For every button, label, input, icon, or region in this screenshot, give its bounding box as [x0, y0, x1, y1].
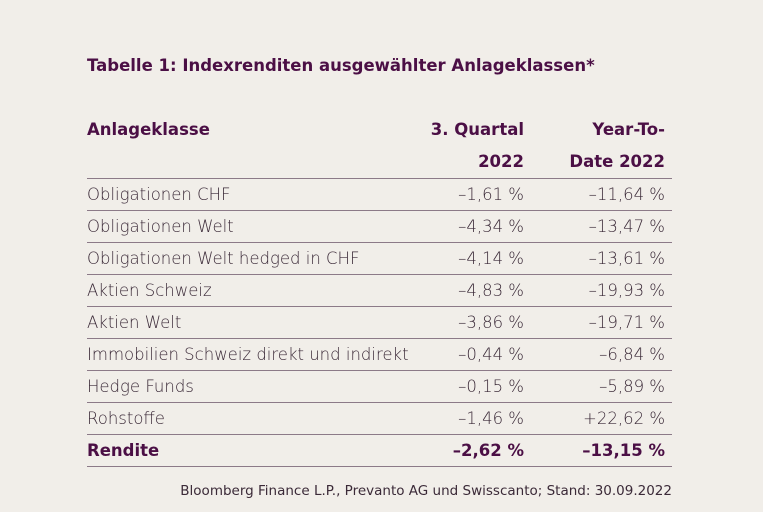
header-line: 3. Quartal: [430, 120, 524, 139]
cell: –0,15 %: [424, 370, 531, 403]
table-row: Immobilien Schweiz direkt und indirekt –0…: [87, 338, 672, 371]
header-cell: 3. Quartal 2022: [424, 114, 531, 179]
cell: –2,62 %: [424, 434, 531, 467]
table-row: Obligationen Welt hedged in CHF –4,14 % –1…: [87, 242, 672, 275]
cell: Obligationen CHF: [87, 178, 424, 211]
cell: +22,62 %: [531, 402, 672, 435]
cell: –19,93 %: [531, 274, 672, 307]
source-note: Bloomberg Finance L.P., Prevanto AG und …: [180, 483, 672, 499]
cell: Immobilien Schweiz direkt und indirekt: [87, 338, 424, 371]
cell: –3,86 %: [424, 306, 531, 339]
cell: –4,83 %: [424, 274, 531, 307]
header-row: Anlageklasse 3. Quartal 2022 Year-To- Date 2…: [87, 114, 672, 179]
cell: –13,61 %: [531, 242, 672, 275]
header-cell: Year-To- Date 2022: [531, 114, 672, 179]
returns-table: Anlageklasse 3. Quartal 2022 Year-To- Date 2…: [87, 114, 672, 467]
cell: Hedge Funds: [87, 370, 424, 403]
cell: –1,61 %: [424, 178, 531, 211]
cell: –13,47 %: [531, 210, 672, 243]
cell: –5,89 %: [531, 370, 672, 403]
header-line: Anlageklasse: [87, 120, 210, 139]
cell: –11,64 %: [531, 178, 672, 211]
cell: –1,46 %: [424, 402, 531, 435]
table-row: Obligationen CHF –1,61 % –11,64 %: [87, 178, 672, 211]
table-row: Aktien Schweiz –4,83 % –19,93 %: [87, 274, 672, 307]
total-row: Rendite –2,62 % –13,15 %: [87, 434, 672, 467]
table-title: Tabelle 1: Indexrenditen ausgewählter An…: [87, 56, 595, 75]
cell: –6,84 %: [531, 338, 672, 371]
header-line: Date 2022: [569, 152, 665, 171]
cell: Rohstoffe: [87, 402, 424, 435]
header-line: Year-To-: [592, 120, 665, 139]
cell: Aktien Welt: [87, 306, 424, 339]
cell: Obligationen Welt: [87, 210, 424, 243]
header-line: 2022: [478, 152, 524, 171]
header-cell: Anlageklasse: [87, 114, 424, 179]
cell: –0,44 %: [424, 338, 531, 371]
cell: Aktien Schweiz: [87, 274, 424, 307]
cell: –4,34 %: [424, 210, 531, 243]
table-row: Rohstoffe –1,46 % +22,62 %: [87, 402, 672, 435]
table-row: Aktien Welt –3,86 % –19,71 %: [87, 306, 672, 339]
cell: –4,14 %: [424, 242, 531, 275]
table-row: Obligationen Welt –4,34 % –13,47 %: [87, 210, 672, 243]
table-row: Hedge Funds –0,15 % –5,89 %: [87, 370, 672, 403]
cell: Obligationen Welt hedged in CHF: [87, 242, 424, 275]
cell: –13,15 %: [531, 434, 672, 467]
cell: Rendite: [87, 434, 424, 467]
cell: –19,71 %: [531, 306, 672, 339]
